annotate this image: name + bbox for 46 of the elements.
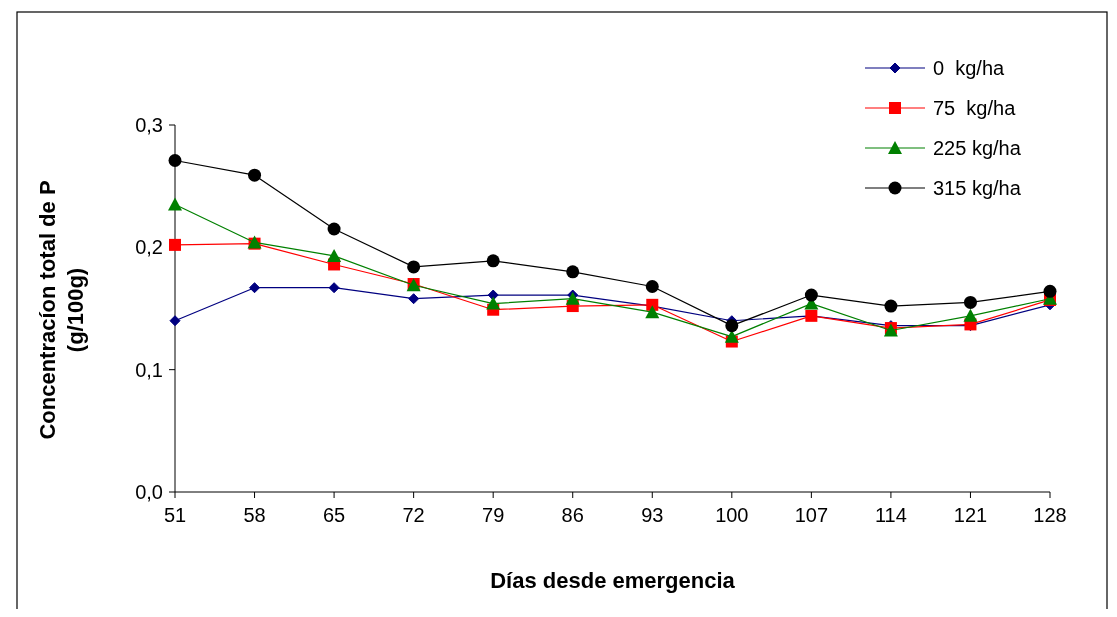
x-tick-label: 79 (482, 504, 505, 526)
legend-label: 315 kg/ha (933, 177, 1022, 199)
point (884, 299, 898, 313)
point (168, 197, 182, 211)
y-tick-label: 0,0 (135, 481, 163, 503)
point (486, 296, 501, 310)
x-tick-label: 65 (322, 504, 346, 526)
point (565, 291, 580, 305)
legend-label: 0 kg/ha (933, 57, 1006, 79)
x-tick-label: 72 (402, 504, 425, 526)
x-axis-title: Días desde emergencia (490, 568, 736, 593)
point (645, 279, 659, 293)
y-tick-label: 0,1 (135, 358, 163, 381)
point (645, 305, 660, 319)
x-tick-label: 121 (953, 504, 988, 526)
x-tick-label: 51 (163, 504, 187, 526)
y-axis-title: Concentracíon total de P (g/100g) (35, 180, 88, 440)
point (327, 222, 341, 236)
point (407, 260, 421, 274)
point (169, 315, 181, 327)
x-tick-label: 93 (641, 504, 664, 526)
point (725, 319, 739, 333)
x-tick-label: 114 (874, 504, 907, 526)
x-tick-label: 86 (561, 504, 584, 526)
point (248, 168, 262, 182)
x-tick-label: 107 (794, 504, 829, 526)
point (408, 293, 420, 305)
x-tick-label: 58 (243, 504, 266, 526)
point (486, 254, 500, 268)
point (249, 282, 261, 294)
legend-label: 75 kg/ha (933, 97, 1017, 119)
point (168, 153, 182, 167)
point (963, 308, 978, 322)
y-tick-label: 0,2 (135, 236, 163, 259)
point (963, 295, 977, 309)
point (487, 289, 499, 301)
y-tick-label: 0,3 (135, 114, 163, 136)
point (327, 248, 342, 262)
point (328, 282, 340, 294)
x-tick-label: 100 (715, 504, 749, 526)
point (1043, 284, 1057, 298)
point (566, 265, 580, 279)
x-tick-label: 128 (1033, 504, 1067, 526)
legend-label: 225 kg/ha (933, 137, 1022, 159)
point (804, 288, 818, 302)
point (169, 238, 181, 251)
